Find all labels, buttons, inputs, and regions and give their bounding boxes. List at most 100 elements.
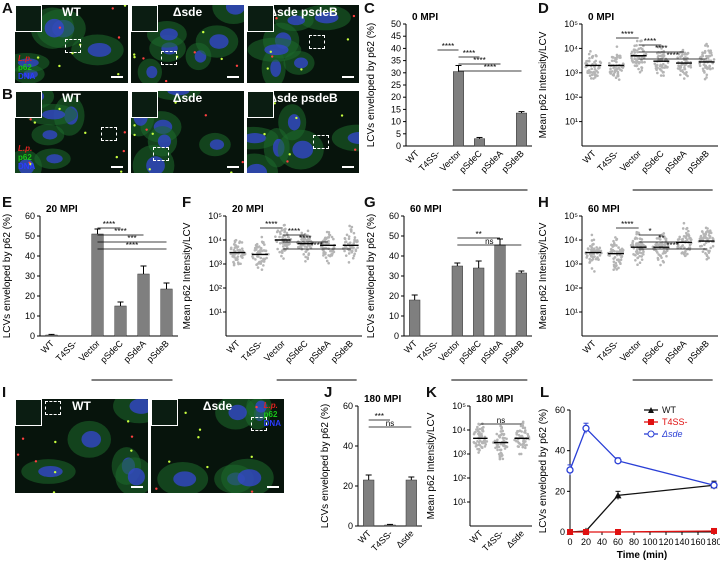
data-point — [477, 443, 481, 447]
data-point — [588, 74, 592, 78]
data-point — [524, 446, 527, 450]
data-point — [662, 70, 665, 74]
x-tick-label: 140 — [674, 537, 689, 547]
panel-label-l: L — [540, 384, 550, 401]
data-point — [689, 63, 692, 67]
cell-nucleus — [42, 109, 66, 120]
data-point — [689, 238, 692, 242]
data-point — [614, 261, 618, 265]
data-point — [480, 427, 484, 430]
data-point — [280, 229, 284, 232]
data-point — [588, 56, 591, 60]
bacterium-dot — [142, 57, 145, 60]
data-point — [344, 254, 348, 257]
data-point — [620, 255, 623, 259]
bacterium-dot — [16, 453, 20, 456]
cell-nucleus — [17, 58, 39, 68]
data-point — [705, 257, 709, 261]
data-point — [687, 229, 690, 233]
data-point — [709, 246, 712, 250]
bacterium-dot — [123, 131, 127, 134]
x-tick-label: 80 — [629, 537, 639, 547]
data-point — [260, 235, 264, 239]
data-point — [705, 42, 708, 46]
data-point — [499, 451, 503, 455]
bacterium-dot — [111, 7, 114, 10]
significance-label: **** — [655, 44, 667, 53]
data-point — [700, 236, 703, 240]
chart-k: 180 MPI Mean p62 Intensity/LCV 10¹ 10² 10³ 10… — [426, 394, 532, 553]
scale-bar — [111, 166, 123, 168]
data-point — [709, 49, 712, 52]
bar — [409, 299, 421, 337]
data-point — [298, 245, 301, 248]
data-point — [280, 254, 283, 258]
x-tick-label: WT — [468, 528, 485, 545]
data-point — [615, 529, 621, 535]
data-point — [640, 58, 643, 62]
data-point — [593, 270, 596, 273]
data-point — [707, 230, 711, 233]
bacterium-dot — [155, 487, 158, 490]
bacterium-dot — [255, 405, 258, 409]
cell-nucleus — [287, 15, 306, 26]
y-tick-label: 20 — [25, 291, 35, 301]
chart-title: 20 MPI — [46, 204, 78, 215]
data-point — [593, 68, 597, 71]
bacterium-dot — [33, 121, 37, 124]
y-axis-label: LCVs enveloped by p62 (%) — [538, 409, 549, 534]
data-point — [708, 51, 711, 54]
data-point — [656, 55, 660, 59]
micrograph-title: Δsde psdeB — [268, 5, 338, 19]
data-point — [232, 263, 236, 267]
bacterium-dot — [206, 465, 209, 469]
cell-nucleus — [247, 163, 268, 173]
micrograph-cells — [15, 91, 127, 173]
data-point — [634, 258, 637, 262]
data-point — [499, 442, 503, 446]
data-point — [660, 45, 664, 48]
y-tick-label: 10⁵ — [564, 19, 578, 29]
significance-label: **** — [103, 220, 115, 229]
x-tick-label: Vector — [618, 338, 643, 363]
y-tick-label: 45 — [391, 31, 401, 41]
data-point — [636, 60, 640, 64]
micrograph-inset — [131, 91, 158, 118]
x-tick-label: pSdeC — [639, 148, 666, 175]
data-point — [596, 71, 600, 74]
data-point — [590, 73, 594, 77]
data-point — [660, 64, 664, 67]
data-point — [615, 60, 618, 64]
data-point — [589, 50, 592, 53]
micrograph-i-wt: WT — [14, 398, 149, 494]
bacterium-dot — [354, 148, 357, 151]
data-point — [685, 226, 689, 230]
data-point — [676, 56, 679, 59]
data-point — [243, 252, 247, 256]
data-point — [613, 59, 616, 63]
data-point — [500, 426, 504, 429]
data-point — [612, 239, 615, 243]
legend-label: WT — [662, 405, 676, 415]
data-point — [619, 56, 622, 59]
data-point — [617, 266, 620, 270]
data-point — [640, 258, 644, 261]
y-tick-label: 10² — [453, 473, 466, 483]
significance-label: ns — [386, 419, 394, 428]
data-point — [260, 240, 264, 244]
data-point — [483, 445, 487, 448]
channel-legend: L.p. p62 DNA — [18, 144, 35, 171]
data-point — [597, 258, 600, 261]
y-tick-label: 20 — [389, 291, 399, 301]
data-point — [496, 448, 499, 452]
chart-title: 60 MPI — [410, 204, 442, 215]
data-point — [704, 235, 707, 238]
data-point — [664, 239, 668, 242]
data-point — [598, 246, 602, 250]
data-point — [704, 226, 708, 230]
chart-title: 0 MPI — [412, 12, 438, 23]
data-point — [332, 246, 336, 249]
data-point — [631, 241, 634, 245]
data-point — [707, 234, 711, 237]
data-point — [701, 230, 704, 233]
